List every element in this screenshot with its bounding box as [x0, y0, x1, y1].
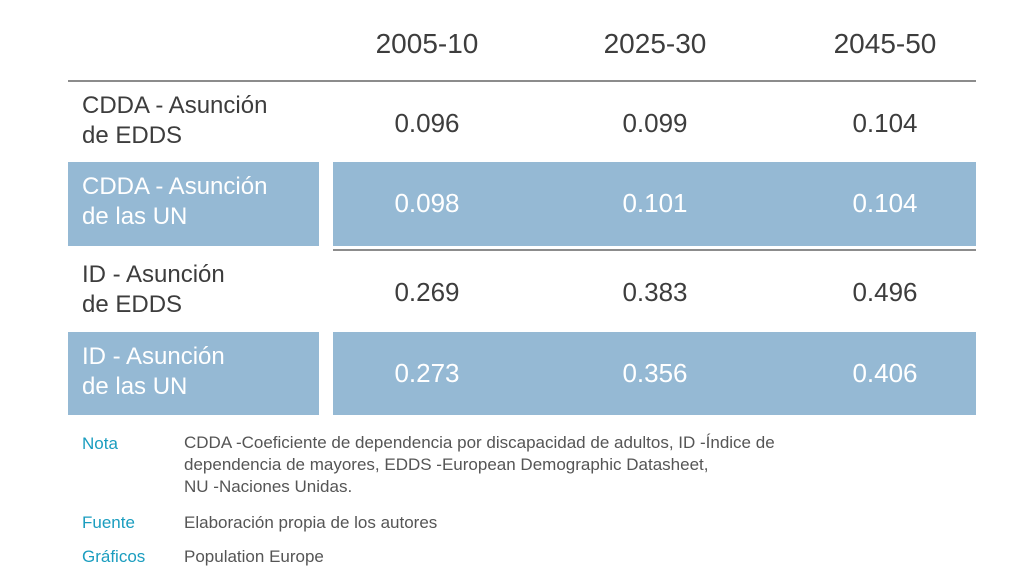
row-label-line2: de EDDS	[82, 291, 183, 318]
nota-text-line1: CDDA -Coeficiente de dependencia por dis…	[184, 433, 775, 452]
graficos-text: Population Europe	[184, 547, 324, 566]
cell-value: 0.269	[394, 277, 460, 307]
row-label-line1: CDDA - Asunción	[82, 173, 268, 200]
cell-value: 0.098	[394, 188, 460, 218]
row-label: CDDA - Asunción de las UN	[82, 172, 312, 232]
nota-text-line2: dependencia de mayores, EDDS -European D…	[184, 455, 709, 474]
cell-value: 0.273	[394, 358, 460, 388]
row-label-line2: de las UN	[82, 373, 188, 400]
cell-value: 0.406	[852, 358, 918, 388]
row-label-line2: de EDDS	[82, 122, 183, 149]
cell-value: 0.496	[852, 277, 918, 307]
cell-value: 0.096	[394, 108, 460, 138]
row-label: ID - Asunción de EDDS	[82, 260, 312, 320]
fuente-text: Elaboración propia de los autores	[184, 513, 438, 532]
cell-value: 0.356	[622, 358, 688, 388]
nota-text: CDDA -Coeficiente de dependencia por dis…	[184, 432, 974, 498]
row-label-line1: CDDA - Asunción	[82, 92, 268, 119]
row-label-line2: de las UN	[82, 203, 188, 230]
graficos-label: Gráficos	[82, 547, 146, 566]
row-label: ID - Asunción de las UN	[82, 342, 312, 402]
cell-value: 0.104	[852, 188, 918, 218]
column-header-2025-30: 2025-30	[603, 28, 707, 59]
row-highlight-values-band	[333, 332, 976, 415]
row-highlight-label-band	[68, 332, 319, 415]
row-highlight-label-band	[68, 162, 319, 246]
nota-text-line3: NU -Naciones Unidas.	[184, 477, 353, 496]
cell-value: 0.383	[622, 277, 688, 307]
cell-value: 0.104	[852, 108, 918, 138]
nota-label: Nota	[82, 434, 118, 453]
header-rule	[68, 80, 976, 82]
column-header-2045-50: 2045-50	[833, 28, 937, 59]
row-label-line1: ID - Asunción	[82, 343, 225, 370]
row-highlight-values-band	[333, 162, 976, 246]
fuente-label: Fuente	[82, 513, 135, 532]
column-header-2005-10: 2005-10	[375, 28, 479, 59]
row-label: CDDA - Asunción de EDDS	[82, 91, 312, 151]
cell-value: 0.099	[622, 108, 688, 138]
row-label-line1: ID - Asunción	[82, 261, 225, 288]
cell-value: 0.101	[622, 188, 688, 218]
row-divider	[333, 249, 976, 251]
